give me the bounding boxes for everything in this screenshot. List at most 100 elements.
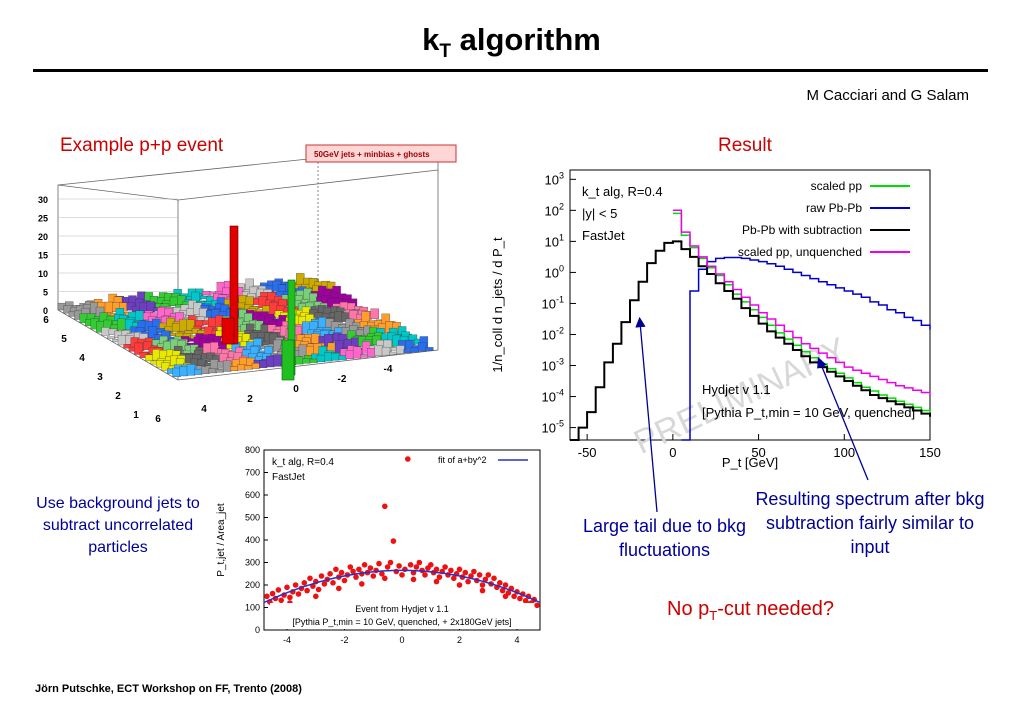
lego-cell <box>334 311 343 323</box>
scatter-point <box>422 572 428 578</box>
scatter-point <box>393 568 400 575</box>
lego-cell <box>295 356 304 365</box>
lego-cell <box>244 365 253 370</box>
lego-cell <box>338 355 347 360</box>
scatter-point <box>499 587 506 594</box>
lego-cell <box>186 319 195 331</box>
scatter-point <box>407 562 414 568</box>
lego-legend-box <box>305 144 457 163</box>
lego-cell <box>186 364 196 376</box>
scatter-point <box>318 573 325 579</box>
note-background: Use background jets to subtract uncorrel… <box>36 495 200 556</box>
example-label: Example p+p event <box>60 135 224 156</box>
lego-cell <box>134 342 143 355</box>
scatter-point <box>304 587 310 594</box>
spectrum-x-tick: 50 <box>751 445 765 460</box>
lego-cell <box>316 354 326 363</box>
lego-y-tick: 0 <box>151 429 157 430</box>
lego-cell <box>251 363 261 369</box>
spectrum-y-tick: 103 <box>545 170 564 187</box>
scatter-alg-label: k_t alg, R=0.4 <box>272 457 334 468</box>
scatter-point <box>269 590 276 597</box>
scatter-point <box>456 582 463 588</box>
scatter-x-tick: 4 <box>514 635 519 645</box>
lego-x-tick: 2 <box>247 394 253 405</box>
scatter-point <box>367 565 374 571</box>
lego-cell <box>296 273 305 286</box>
lego-x-ticks: 6 4 2 0 -2 -4 <box>155 364 393 425</box>
scatter-y-ticks: 0 100 200 300 400 500 600 700 800 <box>245 445 268 635</box>
scatter-fastjet-label: FastJet <box>272 472 305 483</box>
spectrum-ylabel: 1/n_coll d n_jets / d P_t <box>490 237 505 373</box>
scatter-point <box>382 503 388 510</box>
scatter-point <box>497 580 503 586</box>
lego-x-tick: 6 <box>155 414 161 425</box>
lego-cell <box>259 360 268 368</box>
lego-cell <box>222 360 232 372</box>
spectrum-y-tick: 10-4 <box>542 388 564 405</box>
scatter-point <box>476 572 483 578</box>
spectrum-legend-label: scaled pp, unquenched <box>738 245 862 259</box>
scatter-y-tick: 500 <box>245 513 260 523</box>
lego-y-tick: 3 <box>97 372 103 383</box>
spectrum-plot: PRELIMINARY 10-510-410-310-210-110010110… <box>490 169 941 470</box>
scatter-point <box>511 593 517 600</box>
lego-x-tick: 4 <box>201 404 207 415</box>
spectrum-legend-label: Pb-Pb with subtraction <box>742 223 862 237</box>
spectrum-legend: scaled pp raw Pb-Pb Pb-Pb with subtraction… <box>738 179 910 259</box>
scatter-x-tick: 2 <box>457 635 462 645</box>
lego-cell <box>208 368 217 374</box>
scatter-point <box>428 562 434 568</box>
scatter-point <box>413 564 420 570</box>
scatter-point <box>292 582 299 588</box>
lego-cell <box>237 364 246 371</box>
spectrum-y-ticks: 10-5 10-4 10-3 10-2 10-1 100 101 102 103 <box>542 170 576 436</box>
lego-cell <box>210 359 219 370</box>
spectrum-fastjet-label: FastJet <box>582 228 625 243</box>
scatter-point <box>442 564 448 570</box>
lego-cell <box>403 349 412 353</box>
spectrum-y-tick: 10-3 <box>542 357 564 374</box>
scatter-point <box>295 591 302 597</box>
lego-y-tick: 5 <box>61 334 67 345</box>
lego-peak-green-base <box>281 339 295 381</box>
note-spectrum: Resulting spectrum after bkg subtraction… <box>755 489 985 557</box>
lego-cell <box>311 333 320 344</box>
lego-cell <box>266 355 275 368</box>
spectrum-y-tick: 10-2 <box>542 325 564 342</box>
scatter-caption-2: [Pythia P_t,min = 10 GeV, quenched, + 2x… <box>292 617 511 627</box>
spectrum-x-tick: 150 <box>919 445 941 460</box>
spectrum-x-tick: 0 <box>669 445 676 460</box>
lego-cell <box>186 308 195 316</box>
scatter-point <box>479 587 486 594</box>
lego-z-ticks: 0 5 10 15 20 25 30 <box>38 195 48 316</box>
scatter-y-tick: 100 <box>245 603 260 613</box>
scatter-point <box>436 574 443 580</box>
scatter-point <box>405 456 411 462</box>
lego-cell <box>230 366 239 371</box>
lego-cell <box>117 335 127 346</box>
scatter-point <box>350 568 356 575</box>
scatter-y-tick: 700 <box>245 468 260 478</box>
scatter-point <box>410 576 417 583</box>
scatter-point <box>517 595 523 602</box>
lego-cell <box>405 339 414 349</box>
lego-cell <box>396 345 405 354</box>
lego-cell <box>370 308 379 319</box>
lego-x-tick: -4 <box>384 364 393 375</box>
scatter-point <box>321 581 328 587</box>
spectrum-series <box>570 209 931 441</box>
lego-cell <box>145 354 154 362</box>
lego-cell <box>194 368 203 375</box>
scatter-point <box>361 562 368 568</box>
lego-cell <box>197 359 206 367</box>
lego-cell <box>201 366 210 374</box>
scatter-point <box>284 584 290 591</box>
lego-cell <box>195 320 204 326</box>
title-rule <box>33 69 988 72</box>
lego-cell <box>210 342 219 355</box>
scatter-point <box>333 566 339 573</box>
lego-z-tick: 25 <box>38 214 48 224</box>
scatter-point <box>275 587 282 593</box>
lego-x-tick: -2 <box>338 374 347 385</box>
